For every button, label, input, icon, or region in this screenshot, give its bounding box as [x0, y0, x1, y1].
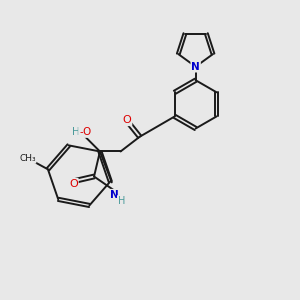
Text: -O: -O [79, 127, 91, 137]
Text: N: N [110, 190, 119, 200]
Text: H: H [72, 127, 80, 137]
Text: N: N [191, 62, 200, 72]
Text: O: O [123, 115, 131, 125]
Text: H: H [118, 196, 125, 206]
Text: CH₃: CH₃ [19, 154, 36, 163]
Text: O: O [69, 179, 78, 189]
